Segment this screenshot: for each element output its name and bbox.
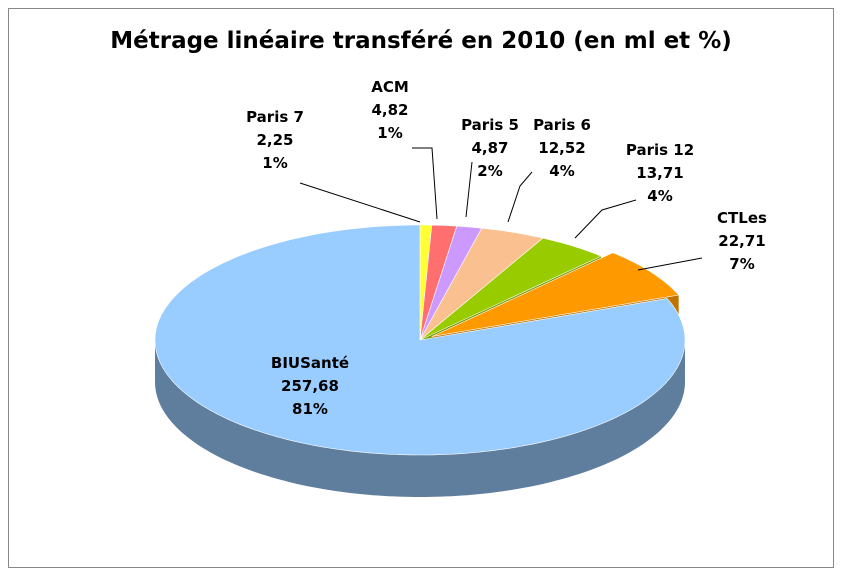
data-label: 4%	[647, 187, 672, 205]
slice	[154, 224, 686, 456]
slice	[419, 237, 602, 341]
data-label: 81%	[292, 400, 328, 418]
data-label: 1%	[377, 124, 402, 142]
leader-line	[412, 147, 438, 220]
pie-tops	[154, 224, 686, 456]
data-label: 22,71	[718, 232, 765, 250]
leader-line	[637, 257, 703, 271]
data-label: 4,82	[371, 101, 408, 119]
data-label: ACM	[371, 78, 409, 96]
data-label: BIUSanté	[271, 354, 349, 372]
data-label: Paris 12	[626, 141, 694, 159]
leader-line	[465, 161, 473, 218]
slice	[431, 252, 680, 337]
slice-side	[155, 340, 685, 497]
data-label: Paris 5	[461, 116, 519, 134]
leader-line	[299, 182, 421, 223]
slice	[419, 227, 544, 341]
data-label: 4,87	[471, 139, 508, 157]
data-label: CTLes	[717, 209, 767, 227]
data-label: 2,25	[256, 131, 293, 149]
data-label: 7%	[729, 255, 754, 273]
data-label: 2%	[477, 162, 502, 180]
leader-line	[574, 199, 637, 239]
leader-line	[507, 171, 533, 223]
data-label: Paris 7	[246, 108, 304, 126]
data-label: 257,68	[281, 377, 339, 395]
data-label: 13,71	[636, 164, 683, 182]
data-label: 1%	[262, 154, 287, 172]
data-label: 12,52	[538, 139, 585, 157]
data-labels: Paris 7 2,25 1% ACM 4,82 1% Paris 5 4,87 2% Paris…	[246, 78, 767, 418]
data-label: 4%	[549, 162, 574, 180]
data-label: Paris 6	[533, 116, 591, 134]
chart-title: Métrage linéaire transféré en 2010 (en m…	[110, 28, 732, 54]
